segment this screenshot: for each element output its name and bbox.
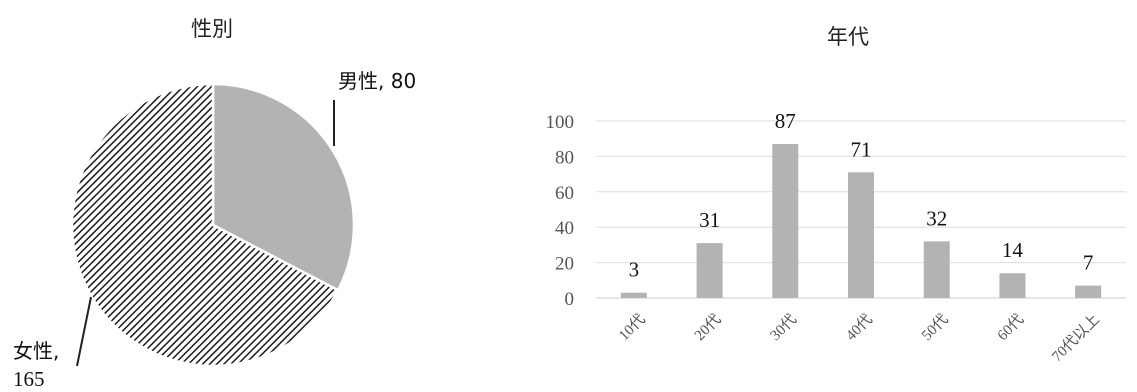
x-category-label: 10代 (615, 311, 648, 344)
x-category-label: 20代 (691, 311, 724, 344)
data-label: 71 (851, 137, 872, 161)
bar (923, 241, 950, 298)
pie-slice-male (211, 82, 356, 292)
bars (620, 144, 1102, 298)
x-category-label: 70代以上 (1049, 311, 1103, 365)
data-label: 87 (775, 109, 796, 133)
male-slice-label: 男性, 80 (338, 69, 416, 93)
bar (1075, 285, 1102, 298)
y-tick-label: 0 (565, 289, 575, 310)
bar (848, 172, 874, 298)
pie-title: 性別 (191, 17, 233, 41)
y-tick-label: 100 (546, 112, 575, 133)
bar (772, 144, 799, 298)
x-axis-categories: 10代 20代 30代 40代 50代 60代 70代以上 (615, 311, 1103, 365)
data-label: 14 (1002, 238, 1024, 262)
female-slice-value: 165 (13, 367, 45, 391)
data-labels: 3 31 87 71 32 14 7 (629, 109, 1094, 282)
data-label: 32 (926, 206, 947, 230)
y-tick-label: 60 (555, 183, 574, 204)
data-label: 3 (629, 258, 640, 282)
y-tick-label: 40 (555, 218, 574, 239)
female-leader-line (76, 296, 92, 367)
x-category-label: 30代 (767, 311, 800, 344)
y-axis-ticks: 0 20 40 60 80 100 (546, 112, 575, 310)
y-tick-label: 80 (555, 147, 574, 168)
data-label: 7 (1083, 251, 1094, 275)
bar (696, 243, 723, 298)
bar (620, 292, 647, 298)
bar (999, 273, 1026, 298)
x-category-label: 50代 (918, 311, 951, 344)
female-slice-label: 女性, (13, 339, 59, 363)
y-tick-label: 20 (555, 254, 574, 275)
bar-title: 年代 (827, 25, 869, 49)
pie-slice-female (70, 82, 340, 368)
x-category-label: 40代 (843, 311, 876, 344)
pie-chart (70, 82, 356, 368)
data-label: 31 (699, 208, 720, 232)
x-category-label: 60代 (994, 311, 1027, 344)
